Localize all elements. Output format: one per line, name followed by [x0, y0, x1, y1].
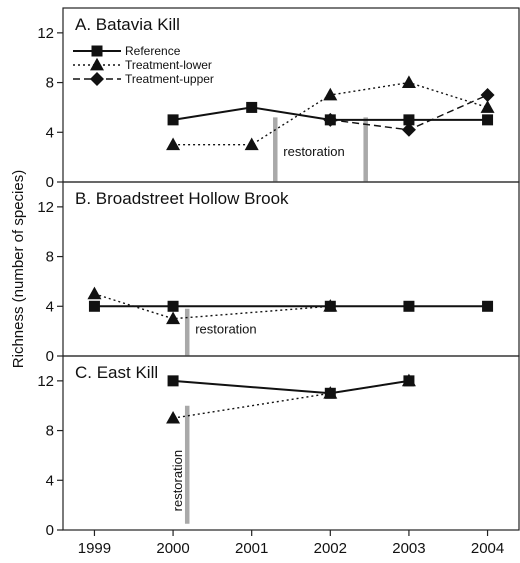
- panel-0-annotation-0: restoration: [283, 144, 344, 159]
- panel-0-series-1-point-2: [323, 87, 338, 101]
- xtick-label-2002: 2002: [314, 540, 347, 557]
- panel-0-ytick-label-12: 12: [37, 25, 54, 42]
- panel-2-series-1-point-0: [166, 410, 181, 424]
- legend-label-1: Treatment-lower: [125, 58, 212, 72]
- panel-0-series-1-point-1: [244, 137, 259, 151]
- panel-2-ytick-label-12: 12: [37, 373, 54, 390]
- panel-0-title: A. Batavia Kill: [75, 15, 180, 34]
- panel-1-ytick-label-4: 4: [46, 298, 54, 315]
- panel-1-title: B. Broadstreet Hollow Brook: [75, 189, 289, 208]
- panel-0-series-2-point-2: [480, 88, 495, 102]
- panel-1-series-1-point-1: [166, 311, 181, 325]
- panel-1-series-0-point-3: [403, 300, 415, 312]
- panel-0-ytick-label-4: 4: [46, 124, 54, 141]
- panel-2-annotation-0: restoration: [170, 450, 185, 511]
- panel-1-ytick-label-8: 8: [46, 249, 54, 266]
- panel-2-title: C. East Kill: [75, 363, 158, 382]
- panel-0-series-2-point-0: [323, 112, 338, 127]
- legend-marker-0: [91, 45, 103, 57]
- panel-1-ytick-label-12: 12: [37, 199, 54, 216]
- panel-2-series-1-point-1: [323, 386, 338, 399]
- legend-marker-1: [90, 57, 104, 71]
- legend-label-0: Reference: [125, 44, 181, 58]
- panel-1-frame: [62, 181, 520, 357]
- panel-1-series-0-point-0: [88, 300, 100, 312]
- panel-2-series-1-point-2: [401, 373, 416, 387]
- panel-1-ytick-label-0: 0: [46, 348, 54, 365]
- panel-2-ytick-label-0: 0: [46, 522, 54, 539]
- panel-0-ytick-label-8: 8: [46, 75, 54, 92]
- xtick-label-1999: 1999: [78, 540, 111, 557]
- panel-0-series-2-point-1: [401, 122, 416, 137]
- legend-marker-2: [90, 72, 104, 86]
- y-axis-label: Richness (number of species): [10, 170, 27, 368]
- panel-1-series-0-point-4: [482, 300, 494, 312]
- panel-1-series-1-point-2: [323, 299, 338, 312]
- panel-2-frame: [62, 355, 520, 531]
- legend-label-2: Treatment-upper: [125, 72, 214, 86]
- xtick-label-2001: 2001: [235, 540, 268, 557]
- panel-0-series-1-point-0: [166, 137, 181, 151]
- panel-1-annotation-0: restoration: [195, 322, 256, 337]
- panel-2-series-0-line: [172, 379, 410, 395]
- panel-2-series-0-point-0: [167, 375, 179, 387]
- panel-0-series-0-point-0: [167, 114, 179, 126]
- xtick-label-2004: 2004: [471, 540, 504, 557]
- xtick-label-2003: 2003: [392, 540, 425, 557]
- panel-0-series-0-point-4: [482, 114, 494, 126]
- panel-1-series-0-point-1: [167, 300, 179, 312]
- panel-0-ytick-label-0: 0: [46, 174, 54, 191]
- panel-2-ytick-label-4: 4: [46, 472, 54, 489]
- panel-2-ytick-label-8: 8: [46, 423, 54, 440]
- panel-0-series-1-point-3: [401, 75, 416, 88]
- xtick-label-2000: 2000: [156, 540, 189, 557]
- panel-0-series-1-point-4: [480, 100, 495, 113]
- panel-0-series-0-point-1: [246, 101, 258, 113]
- panel-0-series-0-point-3: [403, 114, 415, 126]
- panel-1-series-1-point-0: [87, 286, 102, 300]
